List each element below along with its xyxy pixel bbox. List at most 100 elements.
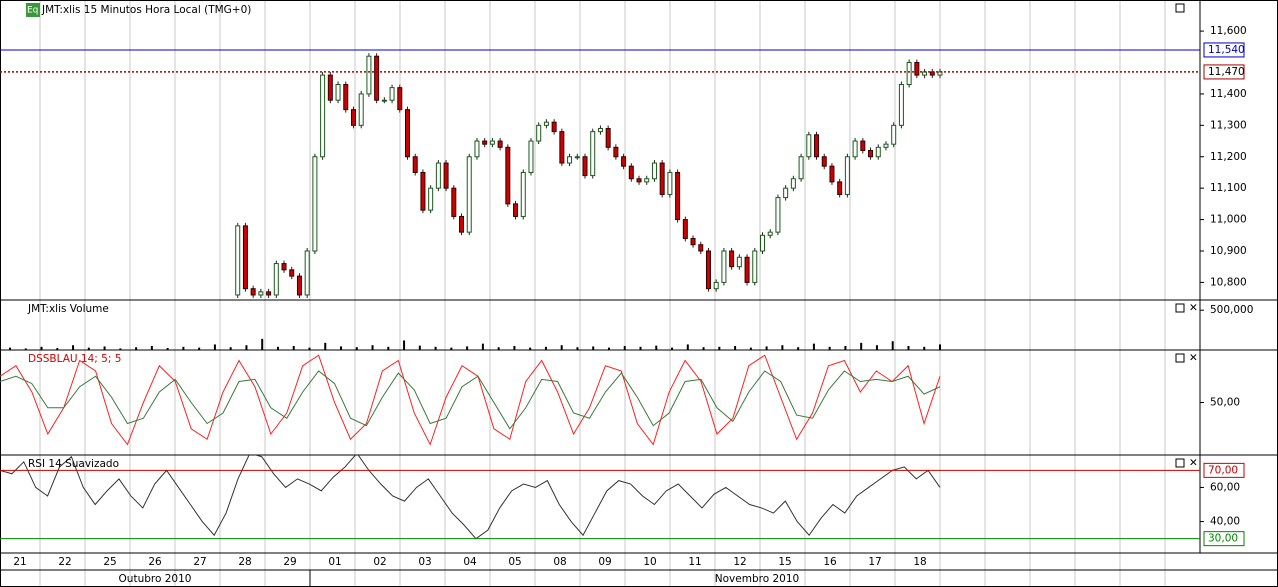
candle — [837, 181, 843, 195]
level-label: 11,470 — [1208, 66, 1245, 78]
close-icon[interactable]: ✕ — [1189, 352, 1198, 364]
volume-bar — [466, 346, 469, 350]
series-line — [0, 354, 941, 446]
y-tick-label: 60,00 — [1210, 481, 1240, 493]
volume-bar — [135, 347, 138, 350]
y-tick-label: 11,600 — [1210, 25, 1247, 37]
maximize-icon[interactable] — [1175, 458, 1185, 468]
candle — [497, 140, 503, 148]
candle — [790, 178, 796, 189]
month-label: Outubro 2010 — [119, 573, 192, 585]
volume-bar — [213, 344, 216, 350]
candle — [543, 121, 549, 126]
y-tick-label: 11,000 — [1210, 214, 1247, 226]
volume-bar — [103, 346, 106, 350]
title: JMT:xlis 15 Minutos Hora Local (TMG+0) — [41, 4, 251, 16]
volume-bar — [655, 345, 658, 350]
volume-bar — [481, 343, 484, 350]
volume-bar — [592, 346, 595, 350]
candle — [567, 156, 573, 164]
close-icon[interactable]: ✕ — [1189, 457, 1198, 469]
volume-bar — [844, 346, 847, 350]
volume-bar — [340, 346, 343, 350]
series-line — [0, 455, 941, 540]
candle — [397, 87, 403, 111]
level-label: 70,00 — [1208, 464, 1238, 476]
candle — [443, 162, 449, 189]
volume-bar — [229, 347, 232, 350]
candle — [883, 143, 889, 148]
volume-bar — [9, 347, 11, 350]
series-line — [0, 370, 941, 430]
candle — [250, 288, 256, 296]
candle — [242, 225, 248, 290]
candle — [621, 156, 627, 167]
candle — [327, 74, 333, 101]
maximize-icon[interactable] — [1175, 3, 1185, 13]
candle — [628, 165, 634, 180]
candle — [574, 156, 580, 159]
candle — [381, 99, 387, 102]
candle — [736, 256, 742, 268]
volume-bar — [292, 346, 295, 350]
candle — [821, 156, 827, 167]
volume-bar — [718, 346, 721, 350]
candle — [906, 62, 912, 86]
candle — [744, 256, 750, 283]
volume-bar — [749, 347, 752, 350]
volume-bar — [781, 345, 784, 350]
candle — [806, 134, 812, 158]
candle — [767, 231, 773, 236]
panel-3 — [0, 455, 941, 540]
candle — [374, 55, 380, 101]
volume-bar — [875, 345, 878, 350]
candle — [798, 156, 804, 180]
panel-1 — [9, 338, 941, 350]
maximize-icon[interactable] — [1175, 303, 1185, 313]
candle — [675, 171, 681, 221]
day-label: 25 — [103, 556, 116, 568]
close-icon[interactable]: ✕ — [1189, 302, 1198, 314]
candle — [775, 197, 781, 233]
day-label: 05 — [508, 556, 521, 568]
panel-label: DSSBLAU 14; 5; 5 — [28, 353, 121, 365]
volume-bar — [797, 347, 800, 350]
candle — [474, 140, 480, 158]
y-tick-label: 40,00 — [1210, 516, 1240, 528]
day-label: 16 — [823, 556, 837, 568]
volume-bar — [403, 340, 406, 350]
candle — [891, 124, 897, 145]
volume-bar — [812, 343, 815, 350]
day-label: 02 — [373, 556, 386, 568]
panel-label: RSI 14 Suavizado — [28, 458, 119, 470]
candle — [266, 291, 272, 296]
volume-bar — [150, 346, 153, 350]
y-tick-label: 10,900 — [1210, 245, 1247, 257]
volume-bar — [308, 347, 311, 350]
day-label: 03 — [418, 556, 431, 568]
candle — [814, 134, 820, 158]
day-label: 22 — [58, 556, 71, 568]
volume-bar — [355, 347, 358, 350]
volume-bar — [371, 345, 374, 350]
candle — [466, 156, 472, 233]
day-label: 29 — [283, 556, 296, 568]
level-box — [1203, 42, 1245, 58]
volume-bar — [119, 348, 122, 350]
volume-bar — [560, 345, 563, 350]
y-tick-label: 11,200 — [1210, 151, 1247, 163]
candle — [320, 74, 326, 158]
candle — [435, 162, 441, 189]
candle — [659, 162, 665, 195]
candle — [559, 131, 565, 164]
panel-label: JMT:xlis Volume — [27, 303, 109, 315]
day-label: 01 — [328, 556, 341, 568]
level-box — [1203, 462, 1245, 478]
volume-bar — [166, 348, 169, 350]
volume-bar — [198, 347, 201, 350]
volume-bar — [513, 346, 516, 350]
maximize-icon[interactable] — [1175, 353, 1185, 363]
y-tick-label: 50,00 — [1210, 397, 1240, 409]
day-label: 28 — [238, 556, 251, 568]
